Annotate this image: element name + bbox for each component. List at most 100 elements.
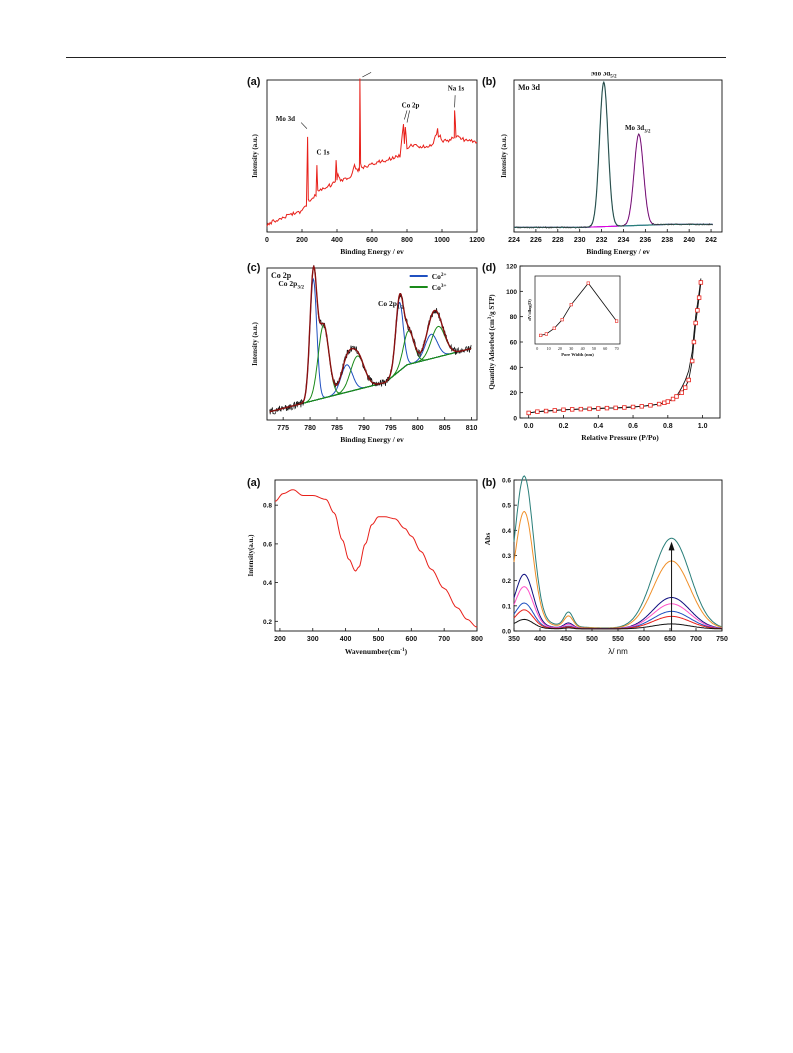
fig2b-xtick-label: 450 xyxy=(560,636,572,643)
fig1b-xtick-label: 228 xyxy=(552,237,564,244)
fig2b-arrow-head xyxy=(668,541,675,551)
fig1a-chart: 0 200 400 600 800 1000 1200 (a) Intensity (a.u.)… xyxy=(247,65,485,256)
fig1d-point xyxy=(543,408,549,414)
fig1c-peak-label-32-sub: 3/2 xyxy=(297,284,304,290)
fig1b-xtick-label: 224 xyxy=(508,237,520,244)
fig1b-xlabel: Binding Energy / ev xyxy=(586,247,650,256)
fig1b-xtick-label: 232 xyxy=(596,237,608,244)
fig2b-xtick-label: 550 xyxy=(612,636,624,643)
fig1c-legend-co3-main: Co xyxy=(432,283,441,292)
fig1d-inset-xtick-label: 30 xyxy=(569,346,573,351)
fig2b-ytick-label: 0.1 xyxy=(502,603,511,610)
fig1d-point xyxy=(656,401,662,407)
fig2b-xtick-label: 350 xyxy=(508,636,520,643)
fig1d-inset-xtick-label: 60 xyxy=(603,346,607,351)
fig1d-ylabel-sub: 3 xyxy=(488,316,493,319)
fig1b-frame xyxy=(513,79,723,233)
fig1d-ylabel-tail: /g STP) xyxy=(488,294,496,318)
fig1c-co3-component-3 xyxy=(269,325,472,413)
fig1a-ylabel: Intensity (a.u.) xyxy=(251,133,259,177)
fig1d-point xyxy=(648,403,653,408)
fig1c-peak-label-12: Co 2p1/2 xyxy=(378,299,404,310)
fig1d-xtick-label: 0.0 xyxy=(524,423,534,430)
fig1a-panel-label: (a) xyxy=(247,76,261,88)
fig1a-xtick-label: 1000 xyxy=(434,237,450,244)
fig2a-xlabel-tail: ) xyxy=(405,647,408,656)
fig1b-xtick-label: 230 xyxy=(574,237,586,244)
fig1d-ytick-label: 40 xyxy=(510,365,518,372)
fig1c-peak-label-32-main: Co 2p xyxy=(278,279,297,288)
fig1d-ytick-label: 80 xyxy=(510,314,518,321)
fig2b-xtick-label: 650 xyxy=(664,636,676,643)
fig1d-point xyxy=(587,406,592,412)
fig1b-xtick-label: 234 xyxy=(618,237,630,244)
fig1d-point xyxy=(665,399,671,404)
fig1a-xtick-label: 200 xyxy=(296,237,308,244)
fig1-panel-b: 224 226 228 230 232 234 236 238 240 242 (b) Mo 3d In… xyxy=(480,69,730,262)
fig1c-xtick-label: 805 xyxy=(439,425,451,432)
fig2a-series-line xyxy=(274,489,478,628)
fig1d-point xyxy=(693,320,698,326)
fig2a-frame xyxy=(274,479,478,632)
fig2b-ylabel: Abs xyxy=(483,533,492,546)
fig2b-series-2 xyxy=(513,573,723,630)
fig2b-ytick-label: 0.3 xyxy=(502,553,511,560)
fig1d-inset-point xyxy=(615,319,619,323)
fig1d-ytick-label: 120 xyxy=(506,264,517,271)
fig2a-panel-label: (a) xyxy=(247,477,261,489)
fig1c-xtick-label: 810 xyxy=(466,425,478,432)
fig1b-peak-label-32-main: Mo 3d xyxy=(625,124,644,132)
fig1d-inset-xtick-label: 50 xyxy=(592,346,596,351)
fig1c-chart: 775 780 785 790 795 800 805 810 (c) Co 2p Intensit… xyxy=(247,262,478,444)
fig1c-xtick-label: 800 xyxy=(412,425,424,432)
fig2b-panel-label: (b) xyxy=(482,477,496,489)
fig1-panel-a: 0 200 400 600 800 1000 1200 (a) Intensity (a.u.)… xyxy=(245,65,485,262)
fig1c-legend-co2-main: Co xyxy=(432,272,441,281)
fig2-panel-a: 200 300 400 500 600 700 800 0.2 0.4 0.6 0.8 (a) Inte… xyxy=(245,474,485,660)
fig2b-series-3 xyxy=(513,586,723,630)
fig1b-xtick-label: 238 xyxy=(661,237,673,244)
fig1d-chart: 0.0 0.2 0.4 0.6 0.8 1.0020406080100120(d)Quan… xyxy=(482,262,721,442)
fig1c-legend-co2-sub: 2+ xyxy=(441,272,447,278)
fig1d-xlabel: Relative Pressure (P/Po) xyxy=(581,433,659,442)
fig2b-frame xyxy=(513,479,723,632)
fig1d-point xyxy=(552,408,557,413)
fig1d-inset-xtick-label: 70 xyxy=(615,346,619,351)
fig2b-ytick-label: 0.6 xyxy=(502,478,511,485)
fig1a-xtick-label: 0 xyxy=(265,237,269,244)
fig1a-xtick-label: 600 xyxy=(366,237,378,244)
fig1d-inset-point xyxy=(560,318,564,322)
fig1d-inset-xtick-label: 20 xyxy=(558,346,562,351)
fig1b-peak-label-52-sub: 5/2 xyxy=(610,75,617,80)
fig2a-xtick-label: 700 xyxy=(438,636,450,643)
fig1d-inset-point xyxy=(544,332,548,336)
fig2b-ytick-label: 0.2 xyxy=(502,578,511,585)
fig2a-ytick-label: 0.2 xyxy=(263,619,272,626)
fig1d-point xyxy=(561,407,566,412)
fig1d-point xyxy=(695,308,700,313)
fig1b-peak-label-32: Mo 3d3/2 xyxy=(625,124,651,134)
fig2b-ytick-label: 0.0 xyxy=(502,629,511,636)
fig1d-inset-point xyxy=(552,326,556,330)
fig1-panel-d: 0.0 0.2 0.4 0.6 0.8 1.0 0 20 40 60 80 100 120 (d) Quan… xyxy=(480,258,730,448)
fig1d-inset-point xyxy=(539,333,543,338)
fig2a-ylabel: Intensity(a.u.) xyxy=(247,534,255,577)
fig1c-co2-component-3 xyxy=(269,333,472,413)
fig1d-point xyxy=(696,295,702,300)
fig1d-ytick-label: 100 xyxy=(506,289,517,296)
fig1d-point xyxy=(526,410,531,416)
fig1b-peak-label-52: Mo 3d5/2 xyxy=(591,72,617,80)
fig1d-ytick-label: 0 xyxy=(513,416,517,423)
fig2a-xtick-label: 300 xyxy=(307,636,319,643)
fig1c-ylabel: Intensity (a.u.) xyxy=(251,321,259,365)
fig1d-point xyxy=(535,409,540,414)
fig1d-point xyxy=(662,400,667,405)
fig2b-xtick-label: 400 xyxy=(534,636,546,643)
fig1d-point xyxy=(698,280,704,285)
fig2a-xtick-label: 800 xyxy=(471,636,483,643)
fig1c-panel-label: (c) xyxy=(247,262,261,274)
fig1d-panel-label: (d) xyxy=(482,262,496,274)
fig1d-point xyxy=(639,404,644,409)
fig1a-xtick-label: 800 xyxy=(401,237,413,244)
fig1c-peak-label-12-sub: 1/2 xyxy=(397,304,404,310)
